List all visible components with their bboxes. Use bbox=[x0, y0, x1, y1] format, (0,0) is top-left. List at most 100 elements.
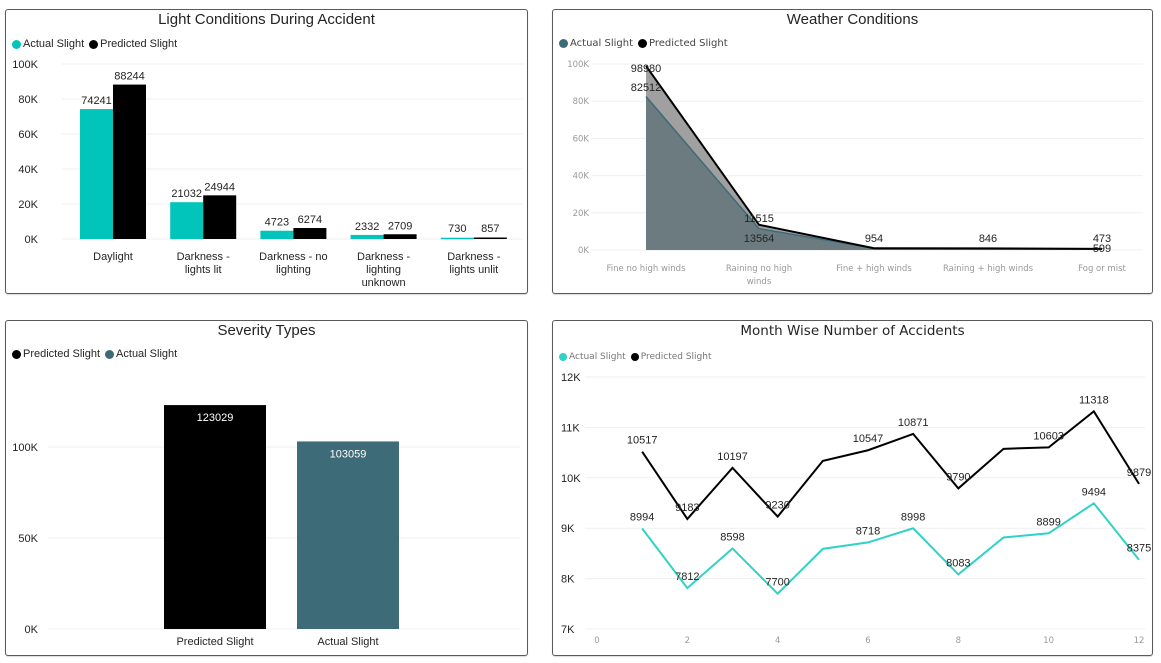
data-label: 10871 bbox=[898, 417, 929, 429]
data-label: 98980 bbox=[631, 63, 662, 75]
data-label: 9183 bbox=[675, 502, 699, 514]
legend-item-actual[interactable]: Actual Slight bbox=[105, 348, 177, 360]
severity-chart-svg: 0K 50K 100K 123029 Predicted Slight 103059 Act… bbox=[12, 405, 520, 648]
y-tick-label: 0K bbox=[578, 246, 589, 256]
area-actual bbox=[646, 96, 1102, 250]
x-tick-label: lighting bbox=[366, 264, 401, 276]
y-tick-label: 100K bbox=[12, 442, 38, 454]
x-tick-label: 6 bbox=[865, 636, 870, 646]
y-tick-label: 50K bbox=[18, 533, 38, 545]
x-tick-label: unknown bbox=[362, 277, 406, 289]
data-label: 10547 bbox=[853, 433, 884, 445]
data-label: 24944 bbox=[204, 181, 235, 193]
data-label: 10197 bbox=[717, 451, 748, 463]
legend-item-predicted[interactable]: Predicted Slight bbox=[638, 38, 728, 49]
y-tick-label: 80K bbox=[573, 97, 590, 107]
bar-actual bbox=[260, 230, 294, 239]
x-tick-label: lights unlit bbox=[449, 264, 498, 276]
legend-item-predicted[interactable]: Predicted Slight bbox=[12, 348, 100, 360]
data-label: 9230 bbox=[765, 500, 789, 512]
legend-label: Actual Slight bbox=[23, 38, 85, 50]
x-tick-label: 8 bbox=[956, 636, 961, 646]
bar-predicted bbox=[113, 84, 146, 239]
bar-actual bbox=[80, 109, 113, 239]
legend-label: Actual Slight bbox=[570, 38, 634, 49]
data-label: 846 bbox=[979, 233, 997, 245]
legend-label: Predicted Slight bbox=[640, 352, 712, 362]
data-label: 103059 bbox=[330, 448, 367, 460]
y-tick-label: 11K bbox=[561, 422, 580, 434]
x-tick-label: lights lit bbox=[185, 264, 222, 276]
legend-dot-icon bbox=[630, 353, 639, 361]
x-tick-label: Darkness - bbox=[447, 251, 501, 263]
x-tick-label: Darkness - bbox=[357, 251, 411, 263]
data-label: 13564 bbox=[744, 233, 775, 245]
y-tick-label: 10K bbox=[561, 473, 581, 485]
legend-dot-icon bbox=[105, 349, 115, 359]
legend-item-actual[interactable]: Actual Slight bbox=[559, 38, 633, 49]
x-tick-label: Actual Slight bbox=[317, 636, 378, 648]
y-tick-label: 0K bbox=[25, 234, 39, 246]
data-label: 8994 bbox=[630, 512, 654, 524]
data-label: 8375 bbox=[1127, 543, 1151, 555]
bar-actual bbox=[350, 234, 384, 239]
legend-item-predicted[interactable]: Predicted Slight bbox=[89, 38, 177, 50]
weather-chart-svg: 0K 20K 40K 60K 80K 100K 98980 82512 11515 13564 95… bbox=[567, 60, 1143, 287]
legend-label: Actual Slight bbox=[569, 352, 626, 362]
data-label: 599 bbox=[1093, 243, 1111, 255]
legend-dot-icon bbox=[559, 39, 568, 48]
x-tick-label: Daylight bbox=[93, 251, 133, 263]
y-tick-label: 20K bbox=[573, 209, 590, 219]
weather-conditions-panel: Weather Conditions Actual Slight Predict… bbox=[552, 9, 1153, 294]
x-tick-label: Predicted Slight bbox=[176, 636, 253, 648]
bar-predicted bbox=[473, 237, 507, 240]
severity-types-panel: Severity Types Predicted Slight Actual S… bbox=[5, 320, 528, 656]
bar-actual bbox=[170, 202, 204, 239]
line-predicted bbox=[645, 65, 1103, 250]
legend-item-actual[interactable]: Actual Slight bbox=[559, 352, 626, 362]
line-actual bbox=[641, 501, 1140, 596]
y-tick-label: 100K bbox=[12, 59, 38, 71]
x-tick-label: 4 bbox=[775, 636, 780, 646]
data-label: 8899 bbox=[1036, 516, 1060, 528]
x-tick-label: Darkness - bbox=[177, 251, 231, 263]
legend-item-actual[interactable]: Actual Slight bbox=[12, 38, 84, 50]
data-label: 74241 bbox=[81, 95, 112, 107]
y-tick-label: 100K bbox=[567, 60, 589, 70]
bar-predicted bbox=[164, 405, 266, 629]
data-label: 10603 bbox=[1033, 430, 1064, 442]
data-label: 8718 bbox=[856, 525, 880, 537]
data-label: 123029 bbox=[197, 412, 234, 424]
data-label: 2332 bbox=[355, 221, 379, 233]
y-tick-label: 0K bbox=[25, 624, 39, 636]
y-tick-label: 9K bbox=[561, 523, 575, 535]
y-tick-label: 60K bbox=[573, 134, 590, 144]
legend-label: Predicted Slight bbox=[649, 38, 728, 49]
data-label: 7700 bbox=[765, 577, 789, 589]
x-tick-label: 10 bbox=[1043, 636, 1054, 646]
y-tick-label: 60K bbox=[18, 129, 38, 141]
legend-dot-icon bbox=[89, 39, 99, 49]
legend-label: Predicted Slight bbox=[23, 348, 101, 360]
data-label: 11318 bbox=[1079, 394, 1109, 406]
month-chart-svg: 7K 8K 9K 10K 11K 12K 0 2 4 6 8 10 12 8994 7812 8598 7700… bbox=[561, 372, 1151, 646]
month-chart-title: Month Wise Number of Accidents bbox=[740, 323, 965, 339]
legend-dot-icon bbox=[12, 349, 21, 359]
x-tick-label: Raining + high winds bbox=[943, 264, 1034, 274]
data-label: 88244 bbox=[114, 71, 145, 83]
x-tick-label: Darkness - no bbox=[259, 251, 327, 263]
x-tick-label: 12 bbox=[1134, 636, 1145, 646]
data-label: 8598 bbox=[720, 531, 744, 543]
bar-actual bbox=[440, 237, 474, 240]
data-label: 954 bbox=[865, 233, 883, 245]
data-label: 473 bbox=[1093, 233, 1111, 245]
data-label: 7812 bbox=[675, 571, 699, 583]
bar-predicted bbox=[203, 195, 237, 239]
severity-chart-title: Severity Types bbox=[217, 322, 316, 339]
x-tick-label: 0 bbox=[594, 636, 599, 646]
bar-predicted bbox=[293, 228, 327, 239]
bar-actual bbox=[297, 441, 399, 629]
legend-item-predicted[interactable]: Predicted Slight bbox=[630, 352, 712, 362]
data-label: 2709 bbox=[388, 220, 412, 232]
